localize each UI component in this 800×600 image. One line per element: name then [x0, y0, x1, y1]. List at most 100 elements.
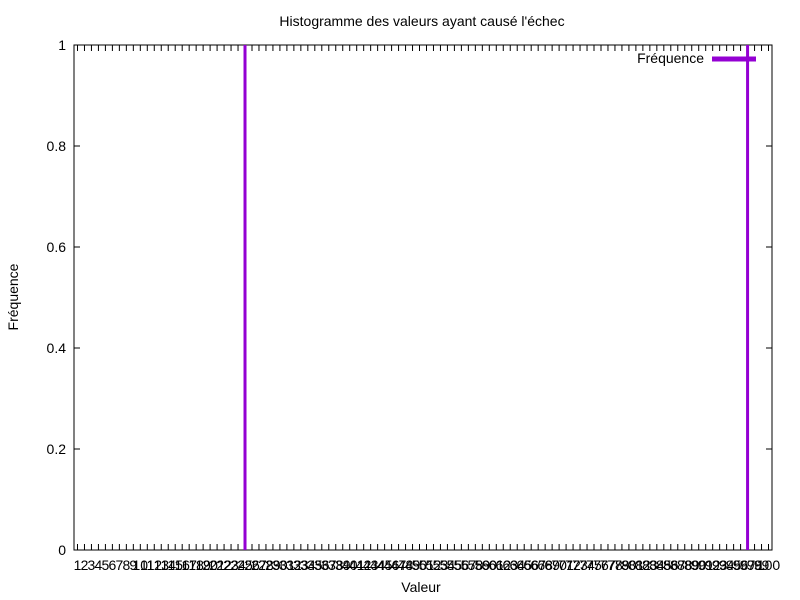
x-tick-label: 17	[181, 557, 197, 573]
x-tick-label: 78	[607, 557, 623, 573]
x-tick-label: 31	[279, 557, 295, 573]
x-tick-label: 53	[433, 557, 449, 573]
x-axis-label: Valeur	[401, 579, 441, 595]
x-tick-label: 10	[133, 557, 149, 573]
x-tick-label: 49	[405, 557, 421, 573]
bars	[243, 45, 750, 550]
x-tick-label: 52	[426, 557, 442, 573]
x-tick-label: 44	[370, 557, 386, 573]
legend: Fréquence	[637, 50, 756, 66]
x-tick-label: 5	[102, 557, 110, 573]
x-tick-label: 84	[649, 557, 665, 573]
x-tick-label: 18	[188, 557, 204, 573]
x-tick-label: 96	[733, 557, 749, 573]
x-tick-label: 29	[265, 557, 281, 573]
x-tick-label: 91	[698, 557, 714, 573]
x-tick-label: 22	[216, 557, 232, 573]
x-tick-label: 70	[551, 557, 567, 573]
x-tick-label: 37	[321, 557, 337, 573]
x-tick-label: 20	[202, 557, 218, 573]
x-tick-label: 60	[482, 557, 498, 573]
x-tick-label: 4	[95, 557, 103, 573]
x-tick-label: 83	[642, 557, 658, 573]
y-tick-label: 1	[58, 37, 66, 53]
x-tick-label: 89	[684, 557, 700, 573]
x-tick-label: 35	[307, 557, 323, 573]
x-tick-label: 99	[754, 557, 770, 573]
x-tick-label: 23	[223, 557, 239, 573]
x-tick-label: 11	[140, 557, 155, 573]
x-tick-label: 62	[495, 557, 511, 573]
x-tick-label: 38	[328, 557, 344, 573]
x-tick-label: 88	[677, 557, 693, 573]
x-tick-label: 8	[122, 557, 130, 573]
x-tick-label: 14	[160, 557, 176, 573]
x-tick-label: 71	[558, 557, 574, 573]
x-tick-label: 24	[230, 557, 246, 573]
x-tick-label: 67	[530, 557, 546, 573]
x-tick-label: 33	[293, 557, 309, 573]
x-tick-label: 86	[663, 557, 679, 573]
x-tick-label: 46	[384, 557, 400, 573]
x-tick-label: 15	[167, 557, 183, 573]
x-tick-label: 21	[209, 557, 225, 573]
x-tick-label: 75	[586, 557, 602, 573]
x-tick-label: 25	[237, 557, 253, 573]
x-tick-label: 40	[342, 557, 358, 573]
x-tick-label: 56	[454, 557, 470, 573]
legend-label: Fréquence	[637, 50, 704, 66]
x-tick-label: 9	[129, 557, 137, 573]
y-tick-label: 0	[58, 542, 66, 558]
x-tick-label: 77	[600, 557, 616, 573]
x-tick-label: 100	[757, 557, 781, 573]
x-tick-label: 97	[740, 557, 756, 573]
x-tick-label: 57	[461, 557, 477, 573]
x-tick-label: 59	[475, 557, 491, 573]
x-tick-label: 50	[412, 557, 428, 573]
x-tick-label: 68	[537, 557, 553, 573]
x-tick-label: 87	[670, 557, 686, 573]
x-tick-label: 93	[712, 557, 728, 573]
x-tick-label: 79	[614, 557, 630, 573]
x-tick-label: 2	[81, 557, 89, 573]
x-tick-label: 81	[628, 557, 644, 573]
x-tick-label: 95	[726, 557, 742, 573]
x-tick-label: 47	[391, 557, 407, 573]
x-tick-label: 58	[468, 557, 484, 573]
x-tick-label: 61	[489, 557, 505, 573]
x-tick-label: 28	[258, 557, 274, 573]
x-tick-label: 63	[502, 557, 518, 573]
x-tick-label: 80	[621, 557, 637, 573]
x-tick-label: 42	[356, 557, 372, 573]
plot-frame	[73, 44, 773, 551]
x-tick-label: 98	[747, 557, 763, 573]
x-tick-label: 66	[523, 557, 539, 573]
x-tick-label: 94	[719, 557, 735, 573]
x-tick-label: 76	[593, 557, 609, 573]
x-tick-label: 82	[635, 557, 651, 573]
x-tick-label: 3	[88, 557, 96, 573]
x-tick-label: 69	[544, 557, 560, 573]
x-tick-label: 27	[251, 557, 267, 573]
x-tick-label: 92	[705, 557, 721, 573]
x-axis-ticks: 1 2 3 4 5 6 7 8 91011121314151617181920212223242…	[74, 45, 781, 573]
y-tick-label: 0.8	[47, 138, 67, 154]
x-tick-label: 65	[516, 557, 532, 573]
x-tick-label: 43	[363, 557, 379, 573]
x-tick-label: 30	[272, 557, 288, 573]
x-tick-label: 19	[195, 557, 211, 573]
x-tick-label: 41	[349, 557, 365, 573]
x-tick-label: 12	[146, 557, 162, 573]
x-tick-label: 48	[398, 557, 414, 573]
x-tick-label: 54	[440, 557, 456, 573]
y-tick-label: 0.6	[47, 239, 67, 255]
x-tick-label: 6	[108, 557, 116, 573]
x-tick-label: 1	[74, 557, 82, 573]
x-tick-label: 32	[286, 557, 302, 573]
y-tick-label: 0.4	[47, 340, 67, 356]
y-axis-ticks: 0 0.2 0.4 0.6 0.8 1	[47, 37, 772, 558]
x-tick-label: 85	[656, 557, 672, 573]
x-tick-label: 55	[447, 557, 463, 573]
x-tick-label: 26	[244, 557, 260, 573]
